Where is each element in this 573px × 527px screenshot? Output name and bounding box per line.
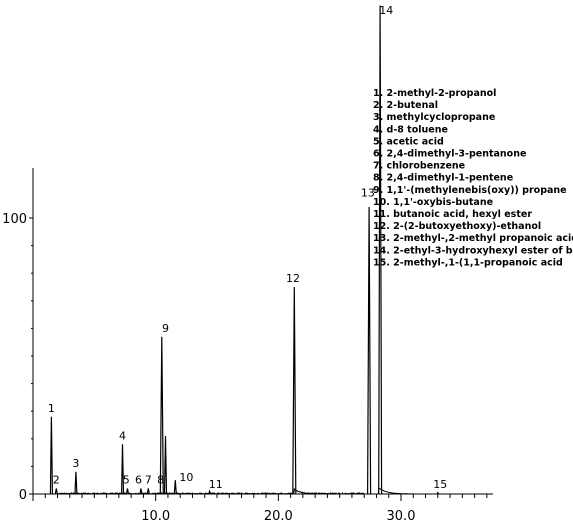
peak-12: [292, 286, 297, 495]
peak-6: [139, 488, 143, 495]
y-tick-label: 0: [19, 488, 27, 503]
peak-10: [173, 480, 177, 495]
peak-label-3: 3: [72, 457, 79, 470]
peak-label-15: 15: [433, 478, 447, 491]
peak-label-2: 2: [53, 474, 60, 487]
peak-15: [436, 491, 440, 495]
x-tick-label: 10.0: [141, 509, 170, 524]
legend-entry: 11. butanoic acid, hexyl ester: [373, 209, 532, 220]
peak-1: [49, 416, 53, 495]
peak-label-1: 1: [48, 402, 55, 415]
peak-4: [121, 444, 125, 495]
legend-entry: 1. 2-methyl-2-propanol: [373, 88, 496, 99]
peak-label-7: 7: [145, 474, 152, 487]
legend-entry: 4. d-8 toluene: [373, 124, 448, 135]
peak-label-8: 8: [157, 474, 164, 487]
peak-3: [74, 471, 78, 495]
x-tick-label: 30.0: [387, 509, 416, 524]
legend-entry: 12. 2-(2-butoxyethoxy)-ethanol: [373, 221, 541, 232]
peak-9: [163, 435, 168, 495]
x-tick-label: 20.0: [264, 509, 293, 524]
peak-7: [146, 488, 150, 495]
legend-entry: 7. chlorobenzene: [373, 161, 465, 172]
peak-label-5: 5: [123, 474, 130, 487]
peak-5: [125, 488, 129, 495]
peak-label-11: 11: [209, 478, 223, 491]
peak-label-14: 14: [379, 4, 393, 17]
legend-entry: 10. 1,1'-oxybis-butane: [373, 197, 493, 208]
legend-entry: 13. 2-methyl-,2-methyl propanoic acid: [373, 233, 573, 244]
peak-label-6: 6: [135, 474, 142, 487]
peak-label-9: 9: [162, 322, 169, 335]
legend-entry: 8. 2,4-dimethyl-1-pentene: [373, 173, 513, 184]
legend-entry: 3. methylcyclopropane: [373, 112, 495, 123]
legend-entry: 2. 2-butenal: [373, 100, 438, 111]
peak-8: [159, 336, 164, 495]
baseline-trace: [41, 486, 456, 495]
peak-label-10: 10: [179, 471, 193, 484]
legend-entry: 15. 2-methyl-,1-(1,1-propanoic acid: [373, 257, 563, 268]
axes: 10.0 20.0 30.0 0 100: [2, 168, 493, 524]
legend-entry: 14. 2-ethyl-3-hydroxyhexyl ester of bu: [373, 245, 573, 256]
peak-label-4: 4: [119, 430, 126, 443]
peak-14: [378, 5, 383, 495]
peak-13: [367, 206, 372, 495]
peak-2: [54, 488, 58, 495]
trace-group: [41, 5, 456, 495]
peak-label-12: 12: [286, 272, 300, 285]
legend-entry: 6. 2,4-dimethyl-3-pentanone: [373, 149, 526, 160]
legend-entry: 5. acetic acid: [373, 136, 444, 147]
legend-entry: 9. 1,1'-(methylenebis(oxy)) propane: [373, 185, 567, 196]
peak-11: [208, 489, 212, 495]
y-tick-label: 100: [2, 212, 27, 227]
peak-label-13: 13: [361, 187, 375, 200]
